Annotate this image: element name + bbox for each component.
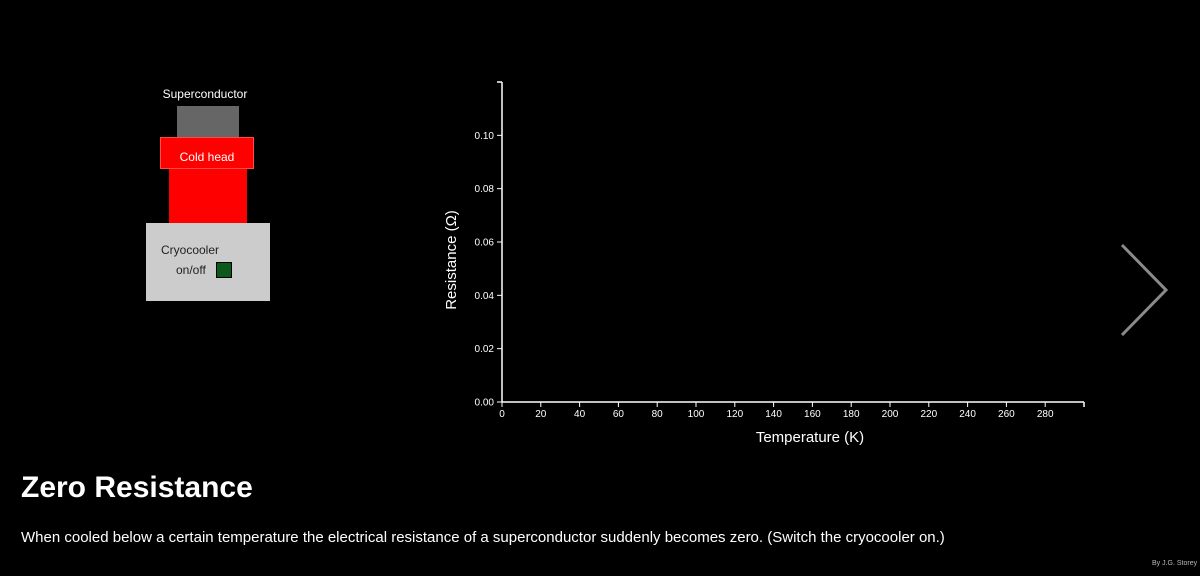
superconductor-sample	[177, 106, 239, 137]
y-tick-label: 0.10	[475, 131, 495, 142]
x-tick-label: 80	[652, 409, 664, 420]
x-tick-label: 60	[613, 409, 625, 420]
x-tick-label: 160	[804, 409, 821, 420]
cryocooler: Cryocooler on/off	[146, 223, 270, 301]
cryocooler-onoff-button[interactable]	[216, 262, 232, 278]
x-tick-label: 0	[499, 409, 505, 420]
x-tick-label: 140	[765, 409, 782, 420]
x-tick-label: 200	[882, 409, 899, 420]
cold-head	[160, 137, 254, 169]
x-tick-label: 20	[535, 409, 547, 420]
onoff-label: on/off	[176, 263, 206, 277]
x-tick-label: 100	[688, 409, 705, 420]
y-tick-label: 0.08	[475, 184, 495, 195]
cold-head-label: Cold head	[179, 150, 235, 164]
x-tick-label: 280	[1037, 409, 1054, 420]
y-axis-label: Resistance (Ω)	[443, 210, 460, 310]
resistance-temperature-chart: 0 20 40 60 80 100 120 140 160 180 200 220 240 260 280 0…	[443, 81, 1085, 446]
author-credit: By J.G. Storey	[1152, 560, 1198, 567]
superconductor-label: Superconductor	[162, 87, 248, 101]
x-tick-label: 180	[843, 409, 860, 420]
x-tick-label: 240	[959, 409, 976, 420]
x-tick-label: 120	[726, 409, 743, 420]
x-tick-label: 260	[998, 409, 1015, 420]
y-tick-label: 0.04	[475, 291, 495, 302]
apparatus: Superconductor Cold head Cryocooler on/o…	[0, 0, 400, 320]
y-tick-label: 0.06	[475, 238, 495, 249]
chevron-right-icon[interactable]	[1110, 240, 1180, 340]
x-axis-label: Temperature (K)	[756, 429, 864, 446]
x-tick-label: 40	[574, 409, 586, 420]
cold-head-neck	[169, 168, 247, 223]
x-tick-label: 220	[920, 409, 937, 420]
y-tick-label: 0.02	[475, 344, 495, 355]
cryocooler-label: Cryocooler	[161, 243, 220, 257]
page-description: When cooled below a certain temperature …	[21, 529, 945, 546]
page-title: Zero Resistance	[21, 471, 253, 504]
y-tick-label: 0.00	[475, 398, 495, 409]
